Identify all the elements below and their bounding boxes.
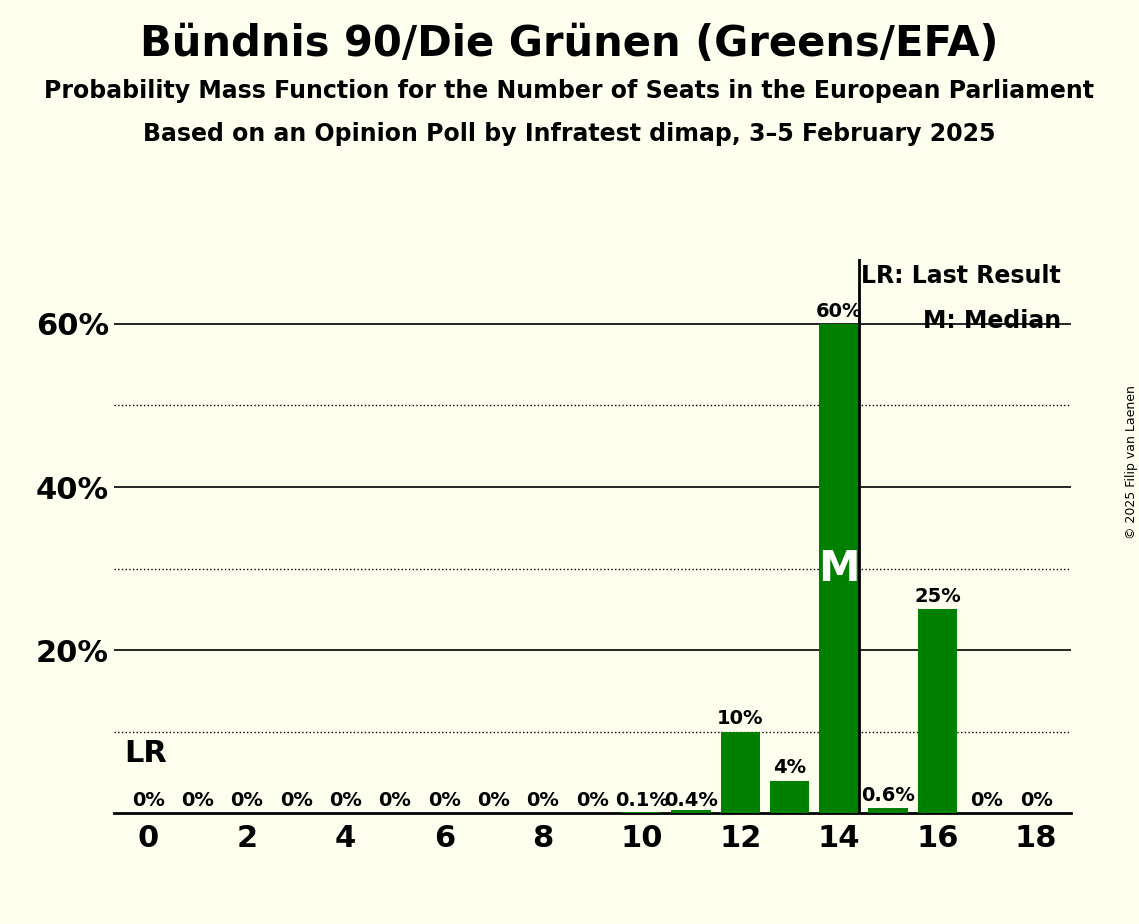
Text: 0%: 0%: [526, 791, 559, 809]
Text: 4%: 4%: [773, 759, 806, 777]
Text: 0%: 0%: [132, 791, 165, 809]
Text: 0.6%: 0.6%: [861, 786, 915, 805]
Text: 0%: 0%: [1019, 791, 1052, 809]
Bar: [671, 809, 711, 813]
Bar: [770, 781, 810, 813]
Text: © 2025 Filip van Laenen: © 2025 Filip van Laenen: [1124, 385, 1138, 539]
Text: 10%: 10%: [716, 710, 763, 728]
Text: Based on an Opinion Poll by Infratest dimap, 3–5 February 2025: Based on an Opinion Poll by Infratest di…: [144, 122, 995, 146]
Text: 60%: 60%: [816, 301, 862, 321]
Bar: [819, 324, 859, 813]
Bar: [868, 808, 908, 813]
Text: 0%: 0%: [230, 791, 263, 809]
Text: M: M: [818, 548, 860, 590]
Text: LR: Last Result: LR: Last Result: [861, 264, 1062, 288]
Text: 0.4%: 0.4%: [664, 791, 718, 809]
Text: 0%: 0%: [378, 791, 411, 809]
Text: Bündnis 90/Die Grünen (Greens/EFA): Bündnis 90/Die Grünen (Greens/EFA): [140, 23, 999, 65]
Text: 0.1%: 0.1%: [615, 791, 669, 809]
Bar: [721, 732, 760, 813]
Text: Probability Mass Function for the Number of Seats in the European Parliament: Probability Mass Function for the Number…: [44, 79, 1095, 103]
Text: 0%: 0%: [428, 791, 461, 809]
Bar: [918, 609, 957, 813]
Text: 0%: 0%: [280, 791, 313, 809]
Text: 0%: 0%: [329, 791, 362, 809]
Text: 0%: 0%: [970, 791, 1003, 809]
Text: 0%: 0%: [576, 791, 608, 809]
Text: 0%: 0%: [181, 791, 214, 809]
Text: 25%: 25%: [915, 587, 961, 606]
Text: LR: LR: [124, 739, 166, 768]
Text: 0%: 0%: [477, 791, 510, 809]
Text: M: Median: M: Median: [923, 309, 1062, 333]
